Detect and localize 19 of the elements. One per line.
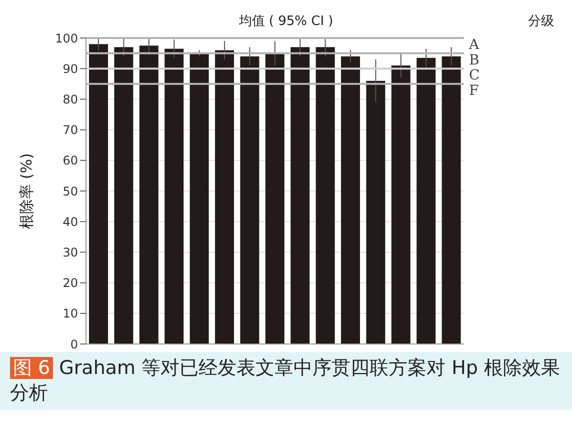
y-tick-label: 0 [70, 337, 78, 352]
ref-line-label: A [468, 36, 480, 53]
ref-line-label: B [469, 52, 480, 68]
y-tick-label: 60 [62, 154, 78, 168]
y-tick-label: 40 [62, 214, 78, 229]
y-tick-label: 90 [62, 62, 78, 76]
y-tick-label: 20 [62, 276, 78, 290]
ref-line-label: C [469, 68, 480, 84]
ref-line-label: F [469, 82, 479, 99]
y-tick-label: 50 [62, 184, 78, 198]
y-tick-label: 10 [62, 306, 78, 321]
y-axis-title: 根除率 (%) [17, 153, 36, 229]
chart-title: 均值 ( 95% CI ) [238, 14, 334, 29]
caption: 图 6 Graham 等对已经发表文章中序贯四联方案对 Hp 根除效果分析 [0, 352, 572, 410]
y-tick-label: 80 [62, 92, 78, 106]
y-tick-label: 100 [55, 31, 78, 46]
y-tick-label: 30 [62, 245, 78, 260]
text: 分级 [528, 13, 554, 30]
y-tick-label: 70 [62, 123, 78, 138]
